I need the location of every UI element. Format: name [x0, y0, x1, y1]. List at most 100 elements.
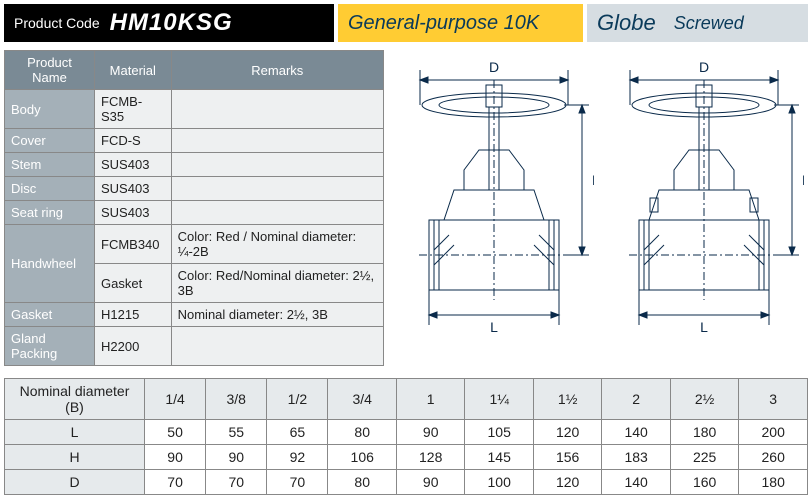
mat-material: FCD-S [95, 129, 172, 153]
table-row: D7070708090100120140160180 [5, 470, 808, 495]
mat-material: Gasket [95, 264, 172, 303]
dim-corner: Nominal diameter (B) [5, 379, 145, 420]
dim-col-header: 1/4 [145, 379, 206, 420]
dim-cell: 90 [396, 420, 464, 445]
mat-product-name: Gasket [5, 303, 95, 327]
mat-remarks [171, 90, 383, 129]
mat-col-remarks: Remarks [171, 51, 383, 90]
dim-cell: 92 [267, 445, 328, 470]
purpose-text: General-purpose 10K [348, 12, 539, 35]
table-row: DiscSUS403 [5, 177, 384, 201]
type-box: Globe Screwed [587, 4, 808, 42]
materials-table: Product Name Material Remarks BodyFCMB-S… [4, 50, 384, 366]
table-row: H909092106128145156183225260 [5, 445, 808, 470]
table-row: Gland PackingH2200 [5, 327, 384, 366]
mat-material: SUS403 [95, 177, 172, 201]
dim-col-header: 2 [602, 379, 670, 420]
dim-h-label-2: H [802, 172, 804, 188]
dim-cell: 120 [533, 420, 601, 445]
dim-d-label-2: D [699, 59, 709, 75]
diagram-right: D L [604, 50, 804, 340]
mat-product-name: Gland Packing [5, 327, 95, 366]
dim-cell: 145 [465, 445, 533, 470]
dim-cell: 106 [328, 445, 396, 470]
dim-cell: 80 [328, 470, 396, 495]
product-code-label: Product Code [14, 15, 100, 31]
dim-cell: 65 [267, 420, 328, 445]
connection-type: Screwed [674, 13, 744, 34]
dim-cell: 200 [739, 420, 808, 445]
dim-row-label: D [5, 470, 145, 495]
mat-remarks: Nominal diameter: 2½, 3B [171, 303, 383, 327]
mat-product-name: Stem [5, 153, 95, 177]
mat-remarks [171, 129, 383, 153]
dim-col-header: 3/4 [328, 379, 396, 420]
mat-material: H1215 [95, 303, 172, 327]
table-row: L5055658090105120140180200 [5, 420, 808, 445]
dim-col-header: 1½ [533, 379, 601, 420]
dim-d-label: D [489, 59, 499, 75]
dim-h-label: H [592, 172, 594, 188]
table-row: Seat ringSUS403 [5, 201, 384, 225]
dim-cell: 80 [328, 420, 396, 445]
product-code-value: HM10KSG [110, 9, 233, 37]
header-bar: Product Code HM10KSG General-purpose 10K… [4, 4, 808, 42]
dim-col-header: 3/8 [206, 379, 267, 420]
diagram-left: D [394, 50, 594, 340]
mat-remarks: Color: Red/Nominal diameter: 2½, 3B [171, 264, 383, 303]
dim-cell: 120 [533, 470, 601, 495]
mat-material: FCMB340 [95, 225, 172, 264]
mat-product-name: Disc [5, 177, 95, 201]
dim-cell: 183 [602, 445, 670, 470]
dim-cell: 90 [396, 470, 464, 495]
table-row: BodyFCMB-S35 [5, 90, 384, 129]
valve-type: Globe [597, 10, 656, 36]
dim-col-header: 2½ [670, 379, 738, 420]
diagrams: D [394, 50, 804, 366]
mat-material: FCMB-S35 [95, 90, 172, 129]
dim-cell: 70 [145, 470, 206, 495]
table-row: CoverFCD-S [5, 129, 384, 153]
dimensions-table: Nominal diameter (B) 1/43/81/23/411¼1½22… [4, 378, 808, 495]
mat-col-name: Product Name [5, 51, 95, 90]
dim-cell: 70 [267, 470, 328, 495]
mat-col-material: Material [95, 51, 172, 90]
dim-l-label-2: L [700, 319, 708, 335]
product-code-box: Product Code HM10KSG [4, 4, 334, 42]
dim-col-header: 1 [396, 379, 464, 420]
table-row: HandwheelFCMB340Color: Red / Nominal dia… [5, 225, 384, 264]
dim-cell: 55 [206, 420, 267, 445]
mat-remarks [171, 177, 383, 201]
purpose-box: General-purpose 10K [338, 4, 583, 42]
mat-remarks: Color: Red / Nominal diameter: ¼-2B [171, 225, 383, 264]
dim-col-header: 1/2 [267, 379, 328, 420]
dim-cell: 105 [465, 420, 533, 445]
dim-cell: 128 [396, 445, 464, 470]
dim-cell: 50 [145, 420, 206, 445]
dim-col-header: 3 [739, 379, 808, 420]
mat-product-name: Body [5, 90, 95, 129]
dim-cell: 140 [602, 420, 670, 445]
mat-remarks [171, 201, 383, 225]
dim-row-label: L [5, 420, 145, 445]
dim-cell: 90 [206, 445, 267, 470]
dim-cell: 90 [145, 445, 206, 470]
mat-remarks [171, 153, 383, 177]
mat-remarks [171, 327, 383, 366]
dim-cell: 180 [670, 420, 738, 445]
mat-material: SUS403 [95, 201, 172, 225]
dim-cell: 180 [739, 470, 808, 495]
table-row: StemSUS403 [5, 153, 384, 177]
dim-cell: 70 [206, 470, 267, 495]
dim-cell: 260 [739, 445, 808, 470]
dim-row-label: H [5, 445, 145, 470]
dim-cell: 225 [670, 445, 738, 470]
dim-l-label: L [490, 319, 498, 335]
mat-product-name: Handwheel [5, 225, 95, 303]
dim-cell: 156 [533, 445, 601, 470]
dim-col-header: 1¼ [465, 379, 533, 420]
mat-material: H2200 [95, 327, 172, 366]
mat-product-name: Cover [5, 129, 95, 153]
dim-cell: 140 [602, 470, 670, 495]
mat-product-name: Seat ring [5, 201, 95, 225]
